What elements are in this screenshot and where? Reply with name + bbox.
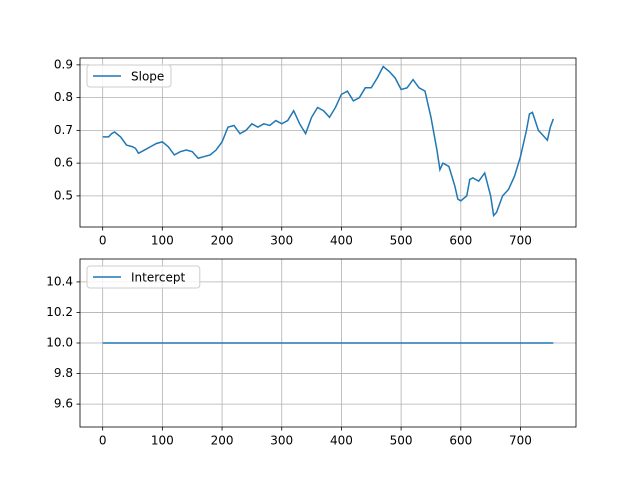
legend-label: Slope [131,70,164,84]
x-tick-label: 200 [211,234,234,248]
y-tick-label: 0.8 [54,90,73,104]
legend-box [86,265,201,289]
y-tick-label: 0.9 [54,57,73,71]
x-tick-label: 500 [390,234,413,248]
y-tick-label: 9.6 [54,397,73,411]
x-tick-label: 100 [151,434,174,448]
x-tick-label: 0 [99,234,107,248]
x-tick-label: 200 [211,434,234,448]
y-tick-label: 9.8 [54,366,73,380]
legend-box [86,64,172,88]
y-tick-label: 10.2 [46,305,73,319]
x-tick-label: 0 [99,434,107,448]
legend-label: Intercept [131,271,186,285]
x-tick-label: 300 [270,434,293,448]
y-tick-label: 0.6 [54,156,73,170]
axes-frame [79,57,577,228]
axes-frame [79,258,577,428]
y-tick-label: 10.0 [46,336,73,350]
y-tick-label: 0.7 [54,123,73,137]
x-tick-label: 600 [449,434,472,448]
x-tick-label: 500 [390,434,413,448]
x-tick-label: 400 [330,234,353,248]
y-tick-label: 0.5 [54,188,73,202]
x-tick-label: 300 [270,234,293,248]
x-tick-label: 400 [330,434,353,448]
x-tick-label: 700 [509,434,532,448]
x-tick-label: 700 [509,234,532,248]
x-tick-label: 600 [449,234,472,248]
data-line [102,65,555,218]
y-tick-label: 10.4 [46,274,73,288]
x-tick-label: 100 [151,234,174,248]
